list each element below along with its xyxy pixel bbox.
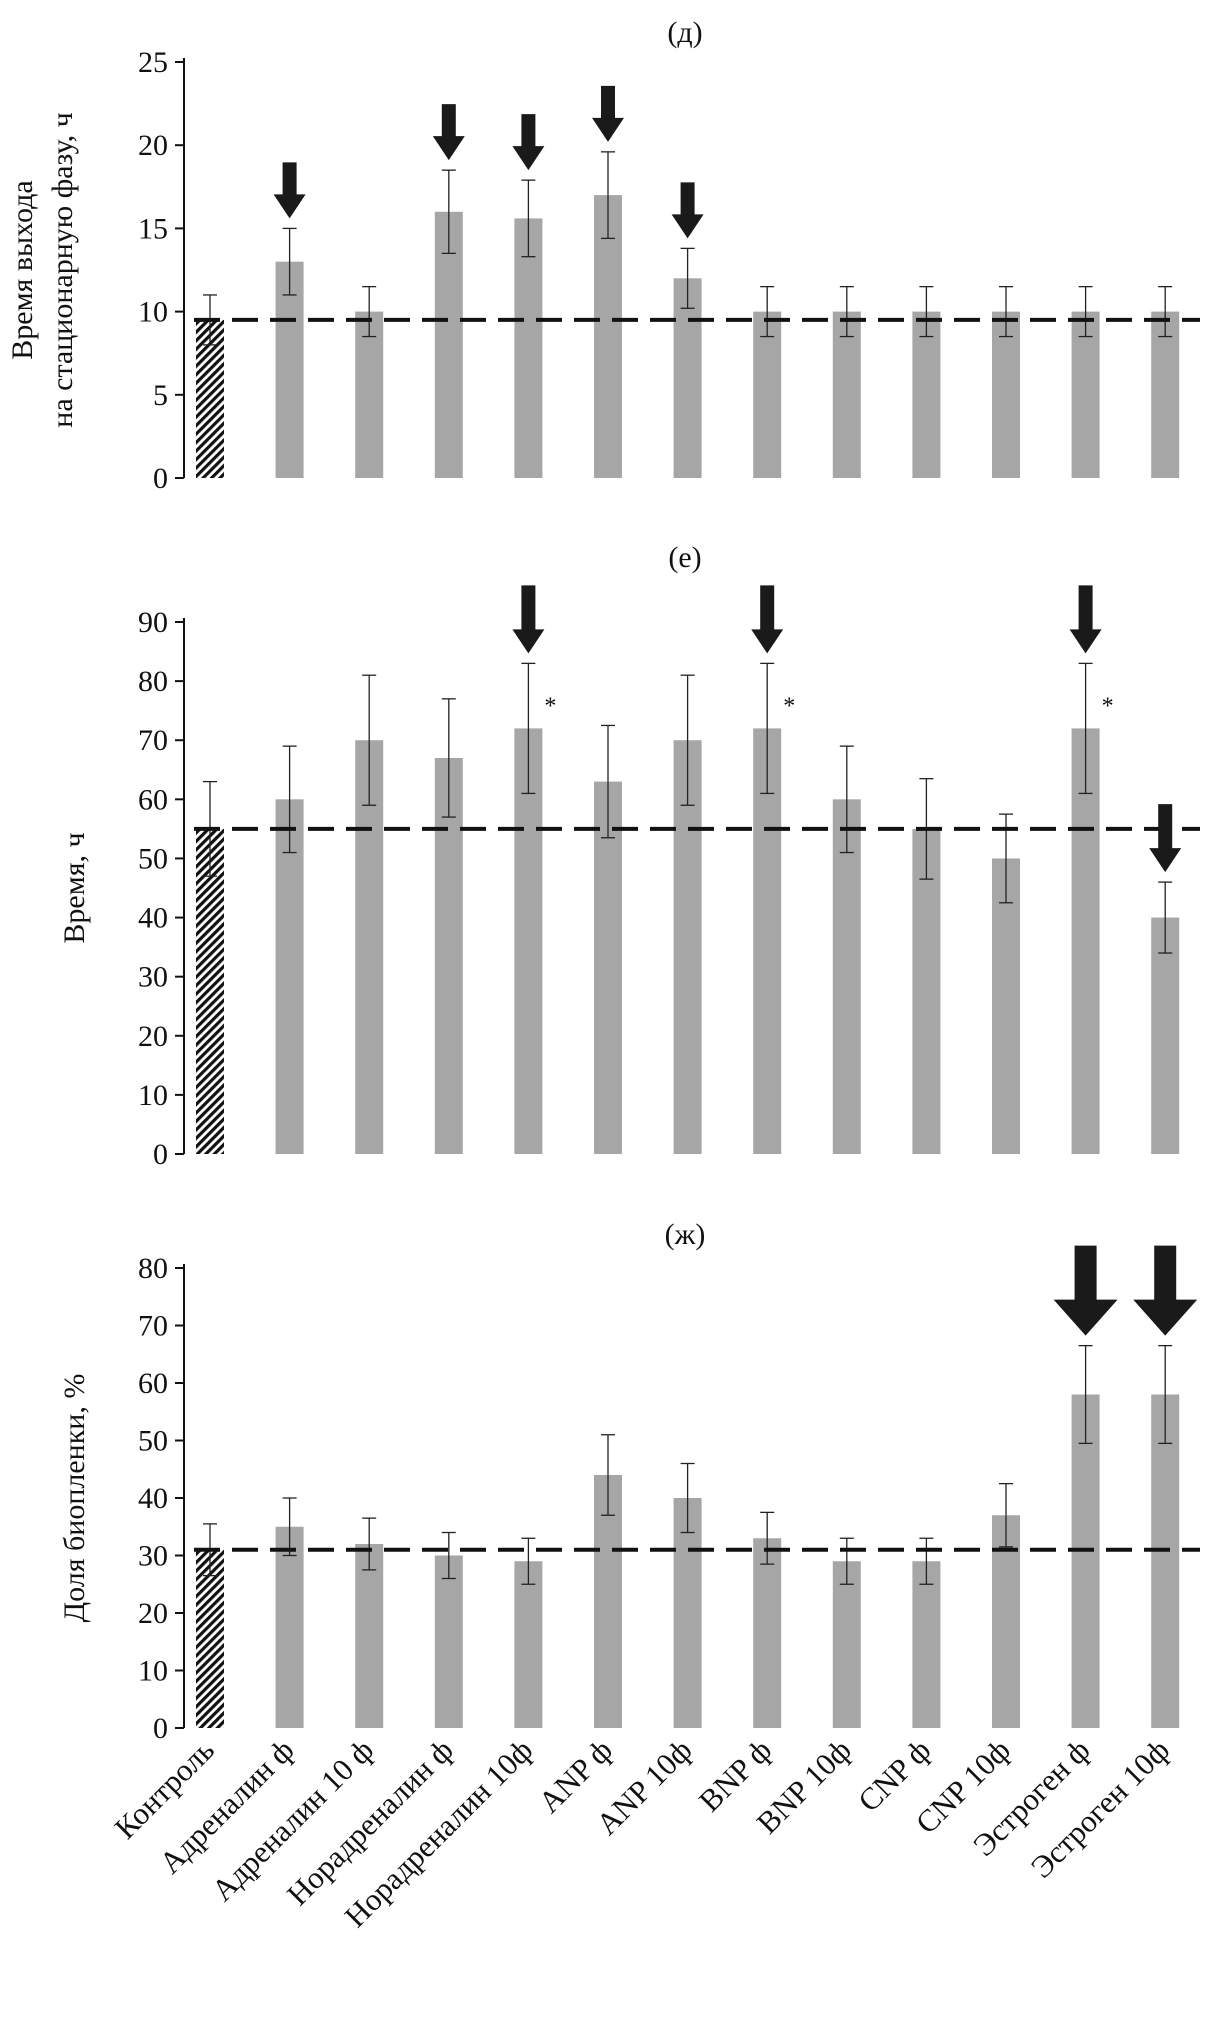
- effect-arrow: [512, 114, 545, 171]
- y-tick-label: 70: [138, 724, 168, 757]
- effect-arrow: [432, 104, 465, 161]
- bar: [355, 1544, 384, 1728]
- significance-asterisk: *: [1102, 693, 1114, 719]
- y-tick-label: 80: [138, 665, 168, 698]
- y-tick-label: 10: [138, 296, 168, 329]
- bar: [1071, 311, 1100, 478]
- bar: [355, 740, 384, 1154]
- bar: [514, 218, 543, 478]
- effect-arrow: [273, 162, 306, 219]
- bar: [1151, 1394, 1180, 1728]
- bar: [275, 261, 304, 478]
- bar: [1071, 728, 1100, 1154]
- panel-label: (ж): [665, 1218, 706, 1251]
- significance-asterisk: *: [544, 693, 556, 719]
- y-tick-label: 20: [138, 1020, 168, 1053]
- panel-label: (е): [668, 541, 701, 574]
- bar: [912, 1561, 941, 1728]
- y-tick-label: 60: [138, 1367, 168, 1400]
- y-tick-label: 0: [153, 1712, 168, 1745]
- bar: [594, 781, 622, 1154]
- bar: [275, 1526, 304, 1728]
- effect-arrow: [592, 85, 624, 142]
- effect-arrow: [671, 182, 704, 239]
- significance-asterisk: *: [783, 693, 795, 719]
- y-tick-label: 30: [138, 961, 168, 994]
- effect-arrow: [1053, 1245, 1118, 1336]
- bar: [434, 211, 463, 478]
- bar: [594, 195, 622, 478]
- bar: [992, 858, 1020, 1154]
- y-tick-label: 80: [138, 1252, 168, 1285]
- x-category-label: Эстроген 10ф: [1024, 1732, 1176, 1884]
- bar: [594, 1475, 622, 1728]
- bar-control: [196, 319, 224, 478]
- effect-arrow: [1133, 1245, 1198, 1336]
- y-tick-label: 10: [138, 1079, 168, 1112]
- effect-arrow: [1069, 585, 1102, 654]
- bar: [992, 311, 1020, 478]
- bar: [1151, 311, 1180, 478]
- bar: [355, 311, 384, 478]
- bar: [275, 799, 304, 1154]
- effect-arrow: [751, 585, 784, 654]
- bar: [832, 311, 861, 478]
- y-axis-label: на стационарную фазу, ч: [46, 112, 79, 427]
- bar: [832, 799, 861, 1154]
- bar: [753, 1538, 782, 1728]
- bar: [673, 740, 702, 1154]
- y-tick-label: 0: [153, 462, 168, 495]
- y-tick-label: 40: [138, 902, 168, 935]
- y-axis-label: Время, ч: [58, 832, 91, 943]
- panel-e: (е) 0 10 20 30 40 50 60 70 80 90 Время, ч * * *: [58, 541, 1200, 1171]
- y-tick-label: 5: [153, 379, 168, 412]
- y-tick-label: 40: [138, 1482, 168, 1515]
- panel-d: (д) 0 5 10 15 20 25 Время выхода на стационарную…: [6, 16, 1200, 495]
- y-tick-label: 70: [138, 1310, 168, 1343]
- bar: [912, 311, 941, 478]
- y-tick-label: 20: [138, 1597, 168, 1630]
- bar: [753, 728, 782, 1154]
- effect-arrow: [512, 585, 545, 654]
- y-tick-label: 60: [138, 783, 168, 816]
- bar: [514, 1561, 543, 1728]
- panel-label: (д): [667, 16, 702, 49]
- bar: [753, 311, 782, 478]
- panel-zh: (ж) 0 10 20 30 40 50 60 70 80 Доля биопленки, %: [58, 1218, 1200, 1745]
- effect-arrow: [1149, 804, 1182, 873]
- bar: [514, 728, 543, 1154]
- y-tick-label: 90: [138, 606, 168, 639]
- y-tick-label: 30: [138, 1540, 168, 1573]
- bar: [673, 278, 702, 478]
- bar: [434, 757, 463, 1154]
- y-axis-label: Время выхода: [6, 180, 39, 360]
- y-tick-label: 15: [138, 212, 168, 245]
- bar: [832, 1561, 861, 1728]
- bar-control: [196, 1549, 224, 1728]
- y-tick-label: 0: [153, 1138, 168, 1171]
- bar: [1151, 917, 1180, 1154]
- bar: [673, 1498, 702, 1728]
- y-axis-label: Доля биопленки, %: [58, 1374, 91, 1623]
- bar: [434, 1555, 463, 1728]
- bar-control: [196, 828, 224, 1154]
- y-tick-label: 50: [138, 842, 168, 875]
- y-tick-label: 10: [138, 1655, 168, 1688]
- y-tick-label: 20: [138, 129, 168, 162]
- y-tick-label: 25: [138, 46, 168, 79]
- bar: [1071, 1394, 1100, 1728]
- bar: [912, 828, 941, 1154]
- y-tick-label: 50: [138, 1425, 168, 1458]
